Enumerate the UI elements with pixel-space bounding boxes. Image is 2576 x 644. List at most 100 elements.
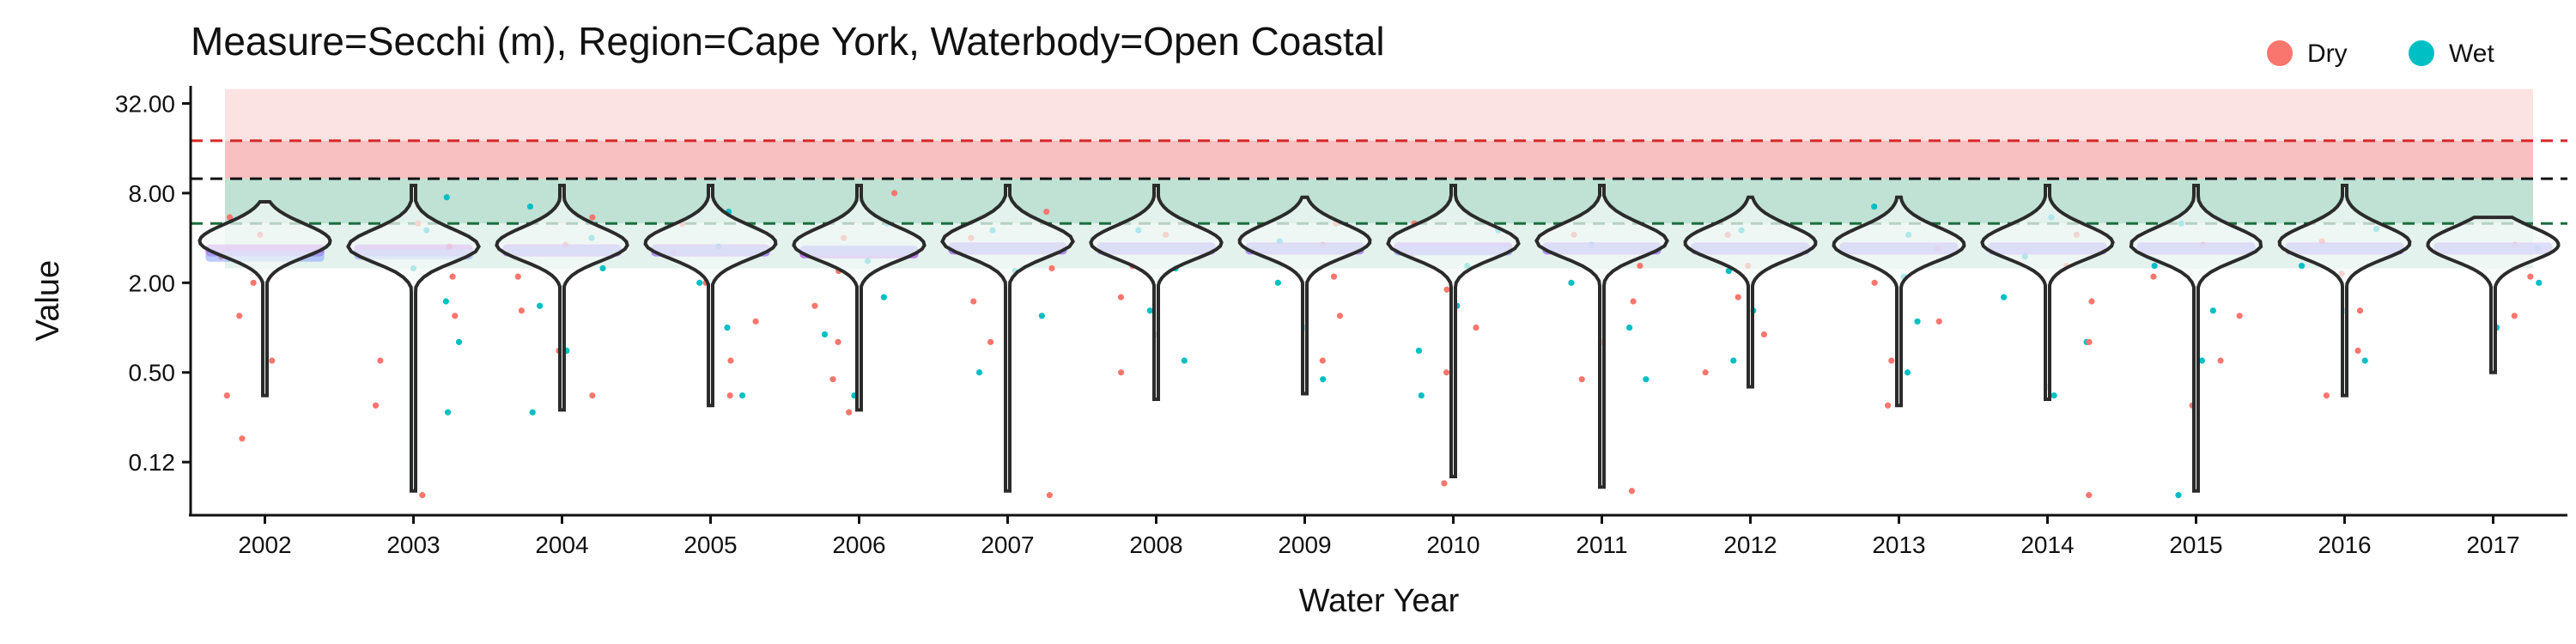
x-tick-label-2003: 2003 <box>386 532 440 558</box>
data-point-2008-wet-67 <box>1146 307 1153 314</box>
x-tick-label-2004: 2004 <box>535 532 588 558</box>
data-point-2007-wet-58 <box>1038 313 1045 319</box>
data-point-2015-wet-138 <box>2151 262 2158 270</box>
data-point-2016-wet-152 <box>2298 262 2306 270</box>
violin-2015 <box>2129 184 2263 493</box>
data-point-2004-wet-23 <box>537 302 544 309</box>
x-tick-label-2015: 2015 <box>2169 532 2222 558</box>
legend: Dry Wet <box>2267 39 2494 68</box>
data-point-2012-wet-107 <box>1725 267 1732 275</box>
data-point-2017-dry-154 <box>2511 313 2518 319</box>
data-point-2011-dry-100 <box>1578 376 1585 383</box>
data-point-2008-dry-72 <box>1117 294 1125 301</box>
data-point-2006-dry-49 <box>846 409 853 416</box>
x-tick-label-2008: 2008 <box>1129 532 1182 558</box>
data-point-2003-dry-16 <box>377 357 384 364</box>
data-point-2015-dry-142 <box>2236 313 2243 319</box>
data-point-2014-wet-125 <box>2050 392 2057 399</box>
data-point-2002-dry-3 <box>236 313 243 319</box>
x-tick-label-2012: 2012 <box>1723 532 1777 558</box>
data-point-2010-dry-92 <box>1443 286 1450 293</box>
data-point-2012-dry-109 <box>1702 369 1709 376</box>
violin-2011 <box>1534 184 1669 489</box>
data-point-2005-wet-35 <box>696 279 703 286</box>
violin-2008 <box>1089 184 1224 401</box>
violin-2007 <box>940 184 1075 493</box>
data-point-2011-wet-96 <box>1643 376 1649 383</box>
data-point-2004-wet-21 <box>529 409 536 416</box>
data-point-2014-wet-127 <box>2000 294 2008 301</box>
data-point-2011-wet-97 <box>1626 324 1633 331</box>
x-tick-label-2017: 2017 <box>2466 532 2519 558</box>
data-point-2003-wet-13 <box>443 194 450 201</box>
violin-2004 <box>495 184 629 412</box>
data-point-2009-wet-77 <box>1274 279 1281 286</box>
data-point-2007-dry-63 <box>1048 264 1055 272</box>
data-point-2004-dry-27 <box>589 392 596 399</box>
data-point-2007-dry-56 <box>1046 492 1053 499</box>
x-tick-label-2010: 2010 <box>1426 532 1479 558</box>
x-tick-label-2005: 2005 <box>683 532 737 558</box>
data-point-2006-dry-50 <box>829 376 836 383</box>
data-point-2015-dry-143 <box>2150 273 2157 280</box>
reference-band-1 <box>225 140 2533 179</box>
data-point-2013-dry-120 <box>1888 357 1895 364</box>
data-point-2003-dry-18 <box>449 273 456 280</box>
data-point-2003-wet-10 <box>442 298 449 305</box>
data-point-2011-wet-98 <box>1568 279 1575 286</box>
data-point-2006-dry-55 <box>890 190 898 197</box>
reference-band-0 <box>225 88 2533 141</box>
data-point-2006-wet-45 <box>821 331 829 338</box>
data-point-2002-dry-7 <box>226 214 234 221</box>
data-point-2014-dry-124 <box>2086 492 2093 499</box>
data-point-2005-dry-39 <box>727 357 734 364</box>
data-point-2007-dry-65 <box>1043 208 1050 216</box>
data-point-2010-wet-86 <box>1415 347 1423 354</box>
data-point-2003-dry-17 <box>452 313 459 319</box>
data-point-2004-dry-29 <box>518 307 525 314</box>
violin-2014 <box>1980 184 2115 401</box>
data-point-2012-wet-105 <box>1730 357 1737 364</box>
legend-swatch-dry <box>2267 40 2293 66</box>
data-point-2010-dry-91 <box>1473 324 1479 331</box>
legend-label-wet: Wet <box>2449 39 2494 68</box>
data-point-2003-dry-14 <box>419 492 426 499</box>
x-tick-label-2006: 2006 <box>832 532 885 558</box>
x-tick-label-2016: 2016 <box>2318 532 2371 558</box>
violin-2016 <box>2277 184 2412 398</box>
data-point-2016-dry-146 <box>2354 347 2361 354</box>
x-axis-ticks: 2002 2003 2004 2005 2006 2007 2008 2009 2010 2011… <box>238 515 2520 558</box>
data-point-2009-wet-75 <box>1320 376 1327 383</box>
data-point-2012-dry-111 <box>1735 294 1741 301</box>
data-point-2003-wet-8 <box>444 409 452 416</box>
data-point-2010-dry-84 <box>1441 480 1448 487</box>
data-point-2007-wet-57 <box>975 369 983 376</box>
data-point-2002-dry-2 <box>269 357 276 364</box>
data-point-2011-dry-103 <box>1637 262 1643 270</box>
data-point-2013-wet-115 <box>1914 318 1921 325</box>
data-point-2004-wet-24 <box>599 264 606 272</box>
data-point-2014-dry-131 <box>2086 338 2093 345</box>
data-point-2002-dry-1 <box>223 392 230 399</box>
data-point-2007-dry-61 <box>987 338 994 345</box>
violin-2017 <box>2426 216 2561 374</box>
x-tick-label-2011: 2011 <box>1576 532 1627 558</box>
data-point-2005-dry-38 <box>726 392 733 399</box>
data-point-2017-dry-155 <box>2527 273 2534 280</box>
violin-2005 <box>643 184 778 408</box>
y-tick-label-2: 2.00 <box>129 270 176 296</box>
violin-2009 <box>1237 195 1372 396</box>
data-point-2017-wet-158 <box>2536 279 2543 286</box>
data-point-2014-dry-132 <box>2088 298 2095 305</box>
data-point-2011-dry-95 <box>1628 488 1636 495</box>
data-point-2016-wet-150 <box>2361 357 2368 364</box>
data-point-2003-dry-15 <box>373 402 380 409</box>
data-point-2016-dry-145 <box>2323 392 2330 399</box>
violin-2012 <box>1683 195 1818 389</box>
data-point-2013-dry-119 <box>1885 402 1892 409</box>
chart-title: Measure=Secchi (m), Region=Cape York, Wa… <box>191 19 1385 64</box>
data-point-2007-dry-62 <box>970 298 977 305</box>
data-point-2005-wet-33 <box>738 392 746 399</box>
data-point-2015-wet-136 <box>2198 357 2205 364</box>
